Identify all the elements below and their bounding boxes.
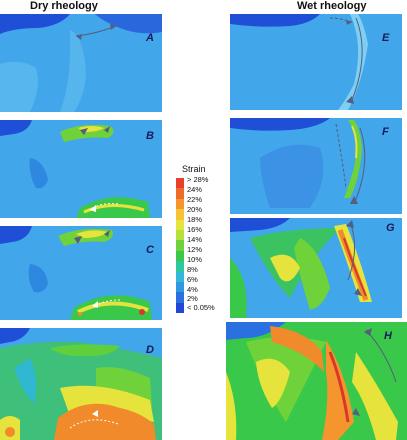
- legend-tick: 20%: [187, 205, 203, 214]
- arrow-icon: [346, 220, 354, 228]
- dry-rheology-title: Dry rheology: [30, 0, 98, 12]
- panel-label-g: G: [386, 222, 395, 234]
- arrow-icon: [74, 236, 82, 244]
- arrow-icon: [110, 24, 116, 30]
- panel-c: C: [0, 226, 162, 320]
- panel-label-f: F: [382, 126, 389, 138]
- legend-swatch: [176, 250, 184, 262]
- panel-label-b: B: [146, 130, 154, 142]
- panel-label-d: D: [146, 344, 154, 356]
- panel-h: H: [226, 322, 407, 440]
- panel-b: B: [0, 120, 162, 218]
- legend-tick: > 28%: [187, 175, 209, 184]
- panel-d-strain-map: [0, 328, 162, 440]
- legend-swatch: [176, 229, 184, 241]
- legend-tick: 8%: [187, 265, 198, 274]
- legend-tick: 6%: [187, 275, 198, 284]
- legend-swatch: [176, 240, 184, 251]
- legend-swatch: [176, 302, 184, 314]
- panel-e-strain-map: [230, 14, 402, 110]
- panel-f-strain-map: [230, 118, 402, 214]
- arrow-icon: [364, 328, 372, 336]
- panel-label-h: H: [384, 330, 392, 342]
- arrow-icon: [346, 96, 354, 104]
- legend-swatch: [176, 188, 184, 199]
- panel-h-strain-map: [226, 322, 407, 440]
- wet-rheology-title: Wet rheology: [297, 0, 367, 12]
- panel-a: A: [0, 14, 162, 112]
- legend-swatch: [176, 209, 184, 220]
- panel-label-a: A: [146, 32, 154, 44]
- legend-color-bar: [176, 178, 184, 314]
- legend-swatch: [176, 178, 184, 189]
- legend-swatch: [176, 219, 184, 230]
- arrow-icon: [350, 196, 358, 204]
- legend-tick: 16%: [187, 225, 203, 234]
- legend-tick: 4%: [187, 285, 198, 294]
- panel-b-strain-map: [0, 120, 162, 218]
- arrow-icon: [354, 288, 362, 296]
- panel-c-strain-map: [0, 226, 162, 320]
- legend-tick: 22%: [187, 195, 203, 204]
- arrow-icon: [346, 20, 352, 25]
- legend-tick: 2%: [187, 294, 198, 303]
- legend-tick: 10%: [187, 255, 203, 264]
- strain-legend: Strain > 28% 24% 22% 20% 18% 16% 14% 12%…: [172, 164, 252, 314]
- legend-swatch: [176, 261, 184, 272]
- legend-tick: 12%: [187, 245, 203, 254]
- panel-a-strain-map: [0, 14, 162, 112]
- legend-tick: 18%: [187, 215, 203, 224]
- panel-e: E: [230, 14, 402, 110]
- panel-d: D: [0, 328, 162, 440]
- legend-tick: < 0.05%: [187, 303, 215, 312]
- legend-swatch: [176, 292, 184, 303]
- panel-label-e: E: [382, 32, 390, 44]
- arrow-icon: [80, 128, 88, 135]
- panel-label-c: C: [146, 244, 154, 256]
- legend-tick: 14%: [187, 235, 203, 244]
- arrow-icon: [76, 34, 82, 40]
- panel-g-strain-map: [230, 218, 402, 318]
- panel-g: G: [230, 218, 402, 318]
- arrow-icon: [104, 230, 110, 237]
- legend-swatch: [176, 271, 184, 282]
- panel-f: F: [230, 118, 402, 214]
- legend-swatch: [176, 281, 184, 293]
- legend-swatch: [176, 198, 184, 210]
- legend-tick: 24%: [187, 185, 203, 194]
- arrow-icon: [352, 408, 360, 416]
- legend-title: Strain: [182, 164, 206, 174]
- arrow-icon: [104, 126, 110, 133]
